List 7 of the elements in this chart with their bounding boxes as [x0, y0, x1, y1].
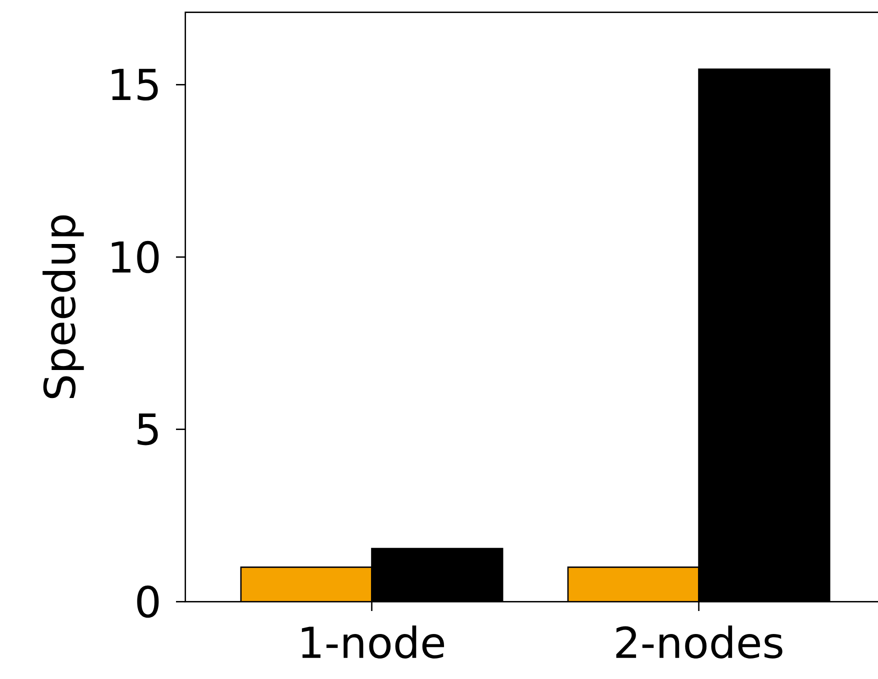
y-tick-label: 15	[112, 68, 158, 101]
x-tick-label: 2-nodes	[616, 625, 782, 659]
y-tick-label: 10	[112, 240, 159, 274]
y-tick-label: 0	[137, 586, 159, 618]
y-tick-label: 5	[138, 414, 158, 446]
y-axis-title: Speedup	[42, 215, 84, 398]
x-tick-label: 1-node	[302, 625, 444, 659]
